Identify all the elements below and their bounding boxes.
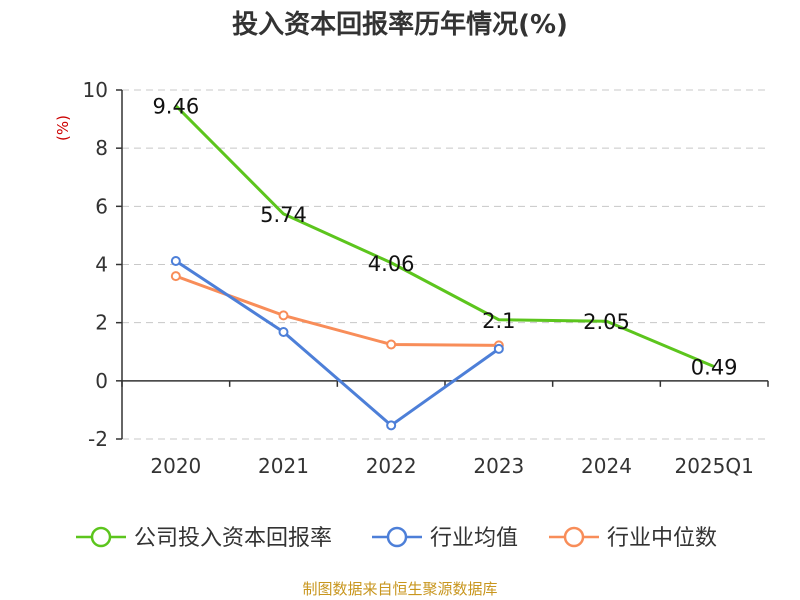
- y-tick-label: 4: [95, 253, 108, 277]
- y-tick-label: 0: [95, 369, 108, 393]
- legend-label: 行业中位数: [607, 526, 717, 551]
- data-point: [170, 271, 181, 282]
- data-point: [170, 256, 181, 267]
- legend-marker: [90, 526, 112, 548]
- data-labels: 9.46 5.74 4.06 2.1 2.05 0.49: [152, 95, 737, 380]
- data-label: 2.05: [583, 310, 630, 334]
- data-label: 4.06: [368, 252, 415, 276]
- data-point: [278, 310, 289, 321]
- legend-marker: [386, 526, 408, 548]
- x-tick-label: 2022: [366, 454, 417, 478]
- x-tick-label: 2023: [473, 454, 524, 478]
- legend[interactable]: 公司投入资本回报率 行业均值 行业中位数: [76, 526, 717, 551]
- x-tick-label: 2024: [581, 454, 632, 478]
- y-tick-label: 6: [95, 194, 108, 218]
- legend-item[interactable]: 行业均值: [372, 526, 518, 551]
- series-line: [174, 104, 715, 368]
- data-label: 0.49: [691, 356, 738, 380]
- source-note: 制图数据来自恒生聚源数据库: [302, 580, 497, 598]
- legend-item[interactable]: 公司投入资本回报率: [76, 526, 332, 551]
- legend-item[interactable]: 行业中位数: [549, 526, 717, 551]
- x-tick-label: 2021: [258, 454, 309, 478]
- y-axis-label: (%): [54, 115, 72, 141]
- series-group: [170, 104, 715, 431]
- series-line: [175, 274, 499, 347]
- data-label: 5.74: [260, 203, 307, 227]
- data-label: 9.46: [152, 95, 199, 119]
- axes: -2 0 2 4 6 8 10 2020 2021 2022 2023 2024 2025Q1: [83, 78, 769, 478]
- legend-marker: [563, 526, 585, 548]
- data-point: [386, 420, 397, 431]
- y-tick-label: 10: [83, 78, 108, 102]
- y-tick-label: -2: [88, 427, 108, 451]
- legend-label: 公司投入资本回报率: [134, 526, 332, 551]
- chart-title: 投入资本回报率历年情况(%): [232, 9, 568, 40]
- data-point: [278, 326, 289, 337]
- series-line: [175, 259, 500, 427]
- y-tick-label: 2: [95, 311, 108, 335]
- data-point: [493, 343, 504, 354]
- x-tick-label: 2025Q1: [674, 454, 753, 478]
- data-point: [386, 339, 397, 350]
- data-label: 2.1: [482, 309, 515, 333]
- x-tick-label: 2020: [150, 454, 201, 478]
- legend-label: 行业均值: [430, 526, 518, 551]
- y-tick-label: 8: [95, 136, 108, 160]
